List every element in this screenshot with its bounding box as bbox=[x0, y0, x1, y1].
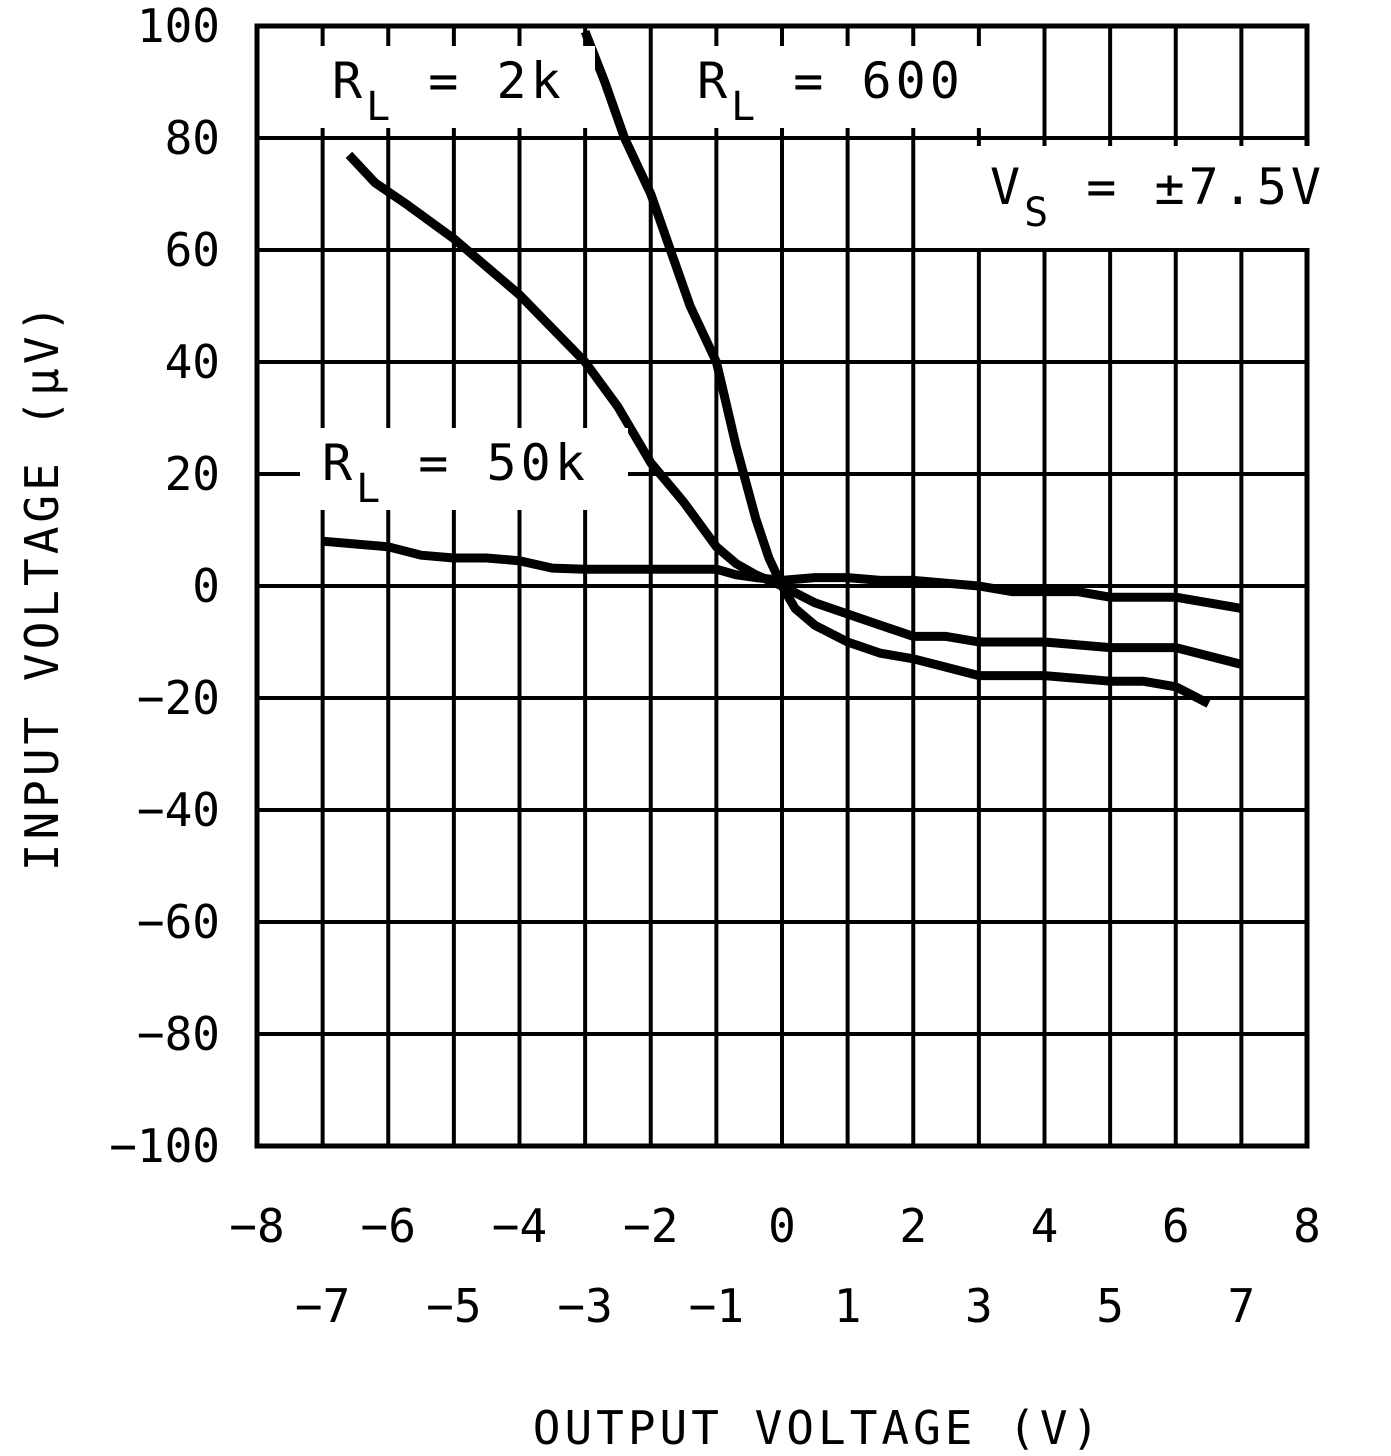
annotation-background bbox=[972, 146, 1364, 248]
y-tick-label: −60 bbox=[137, 895, 220, 949]
x-tick-label: 7 bbox=[1228, 1279, 1256, 1333]
annotations: RL = 2k RL = 600 VS = ±7.5V RL = 50k bbox=[300, 46, 1364, 512]
x-tick-label: −5 bbox=[426, 1279, 481, 1333]
x-tick-label: −3 bbox=[557, 1279, 612, 1333]
y-tick-label: 100 bbox=[137, 0, 220, 53]
x-tick-label: 1 bbox=[834, 1279, 862, 1333]
x-tick-label: −8 bbox=[229, 1199, 284, 1253]
x-tick-label: −6 bbox=[361, 1199, 416, 1253]
y-tick-label: 80 bbox=[165, 111, 220, 165]
series-line-1 bbox=[580, 29, 1211, 708]
y-tick-label: 0 bbox=[192, 559, 220, 613]
x-tick-label: 2 bbox=[899, 1199, 927, 1253]
y-tick-label: −20 bbox=[137, 671, 220, 725]
y-tick-label: 40 bbox=[165, 335, 220, 389]
plot-border bbox=[254, 23, 1310, 1149]
x-tick-label: 5 bbox=[1096, 1279, 1124, 1333]
y-tick-label: −40 bbox=[137, 783, 220, 837]
annotation-label: VS = ±7.5V bbox=[990, 158, 1325, 236]
y-axis-title: INPUT VOLTAGE (µV) bbox=[15, 301, 69, 872]
annotation-label: RL = 2k bbox=[332, 52, 565, 130]
x-tick-label: −2 bbox=[623, 1199, 678, 1253]
x-tick-labels: −8 −6 −4 −2 0 2 4 6 8 −7 −5 −3 −1 1 3 5 7 bbox=[229, 1199, 1321, 1333]
x-tick-label: 0 bbox=[768, 1199, 796, 1253]
annotation-background bbox=[668, 46, 996, 128]
x-tick-label: 8 bbox=[1293, 1199, 1321, 1253]
x-tick-label: −7 bbox=[295, 1279, 350, 1333]
y-tick-label: −80 bbox=[137, 1007, 220, 1061]
y-tick-label: 60 bbox=[165, 223, 220, 277]
y-tick-label: −100 bbox=[109, 1119, 220, 1173]
plot-frame bbox=[254, 23, 1310, 1149]
annotation-label: RL = 50k bbox=[322, 434, 589, 512]
y-tick-label: 20 bbox=[165, 447, 220, 501]
annotation-background bbox=[300, 46, 595, 128]
series-lines bbox=[322, 29, 1243, 708]
x-tick-label: 3 bbox=[965, 1279, 993, 1333]
x-tick-label: −4 bbox=[492, 1199, 547, 1253]
y-tick-labels: 100 80 60 40 20 0 −20 −40 −60 −80 −100 bbox=[109, 0, 220, 1173]
annotation-label: RL = 600 bbox=[697, 52, 964, 130]
series-line-2 bbox=[345, 151, 1243, 669]
x-tick-label: 4 bbox=[1031, 1199, 1059, 1253]
x-tick-label: −1 bbox=[689, 1279, 744, 1333]
x-axis-title: OUTPUT VOLTAGE (V) bbox=[533, 1401, 1104, 1455]
series-line-3 bbox=[322, 536, 1243, 613]
annotation-background bbox=[300, 428, 628, 510]
x-tick-label: 6 bbox=[1162, 1199, 1190, 1253]
